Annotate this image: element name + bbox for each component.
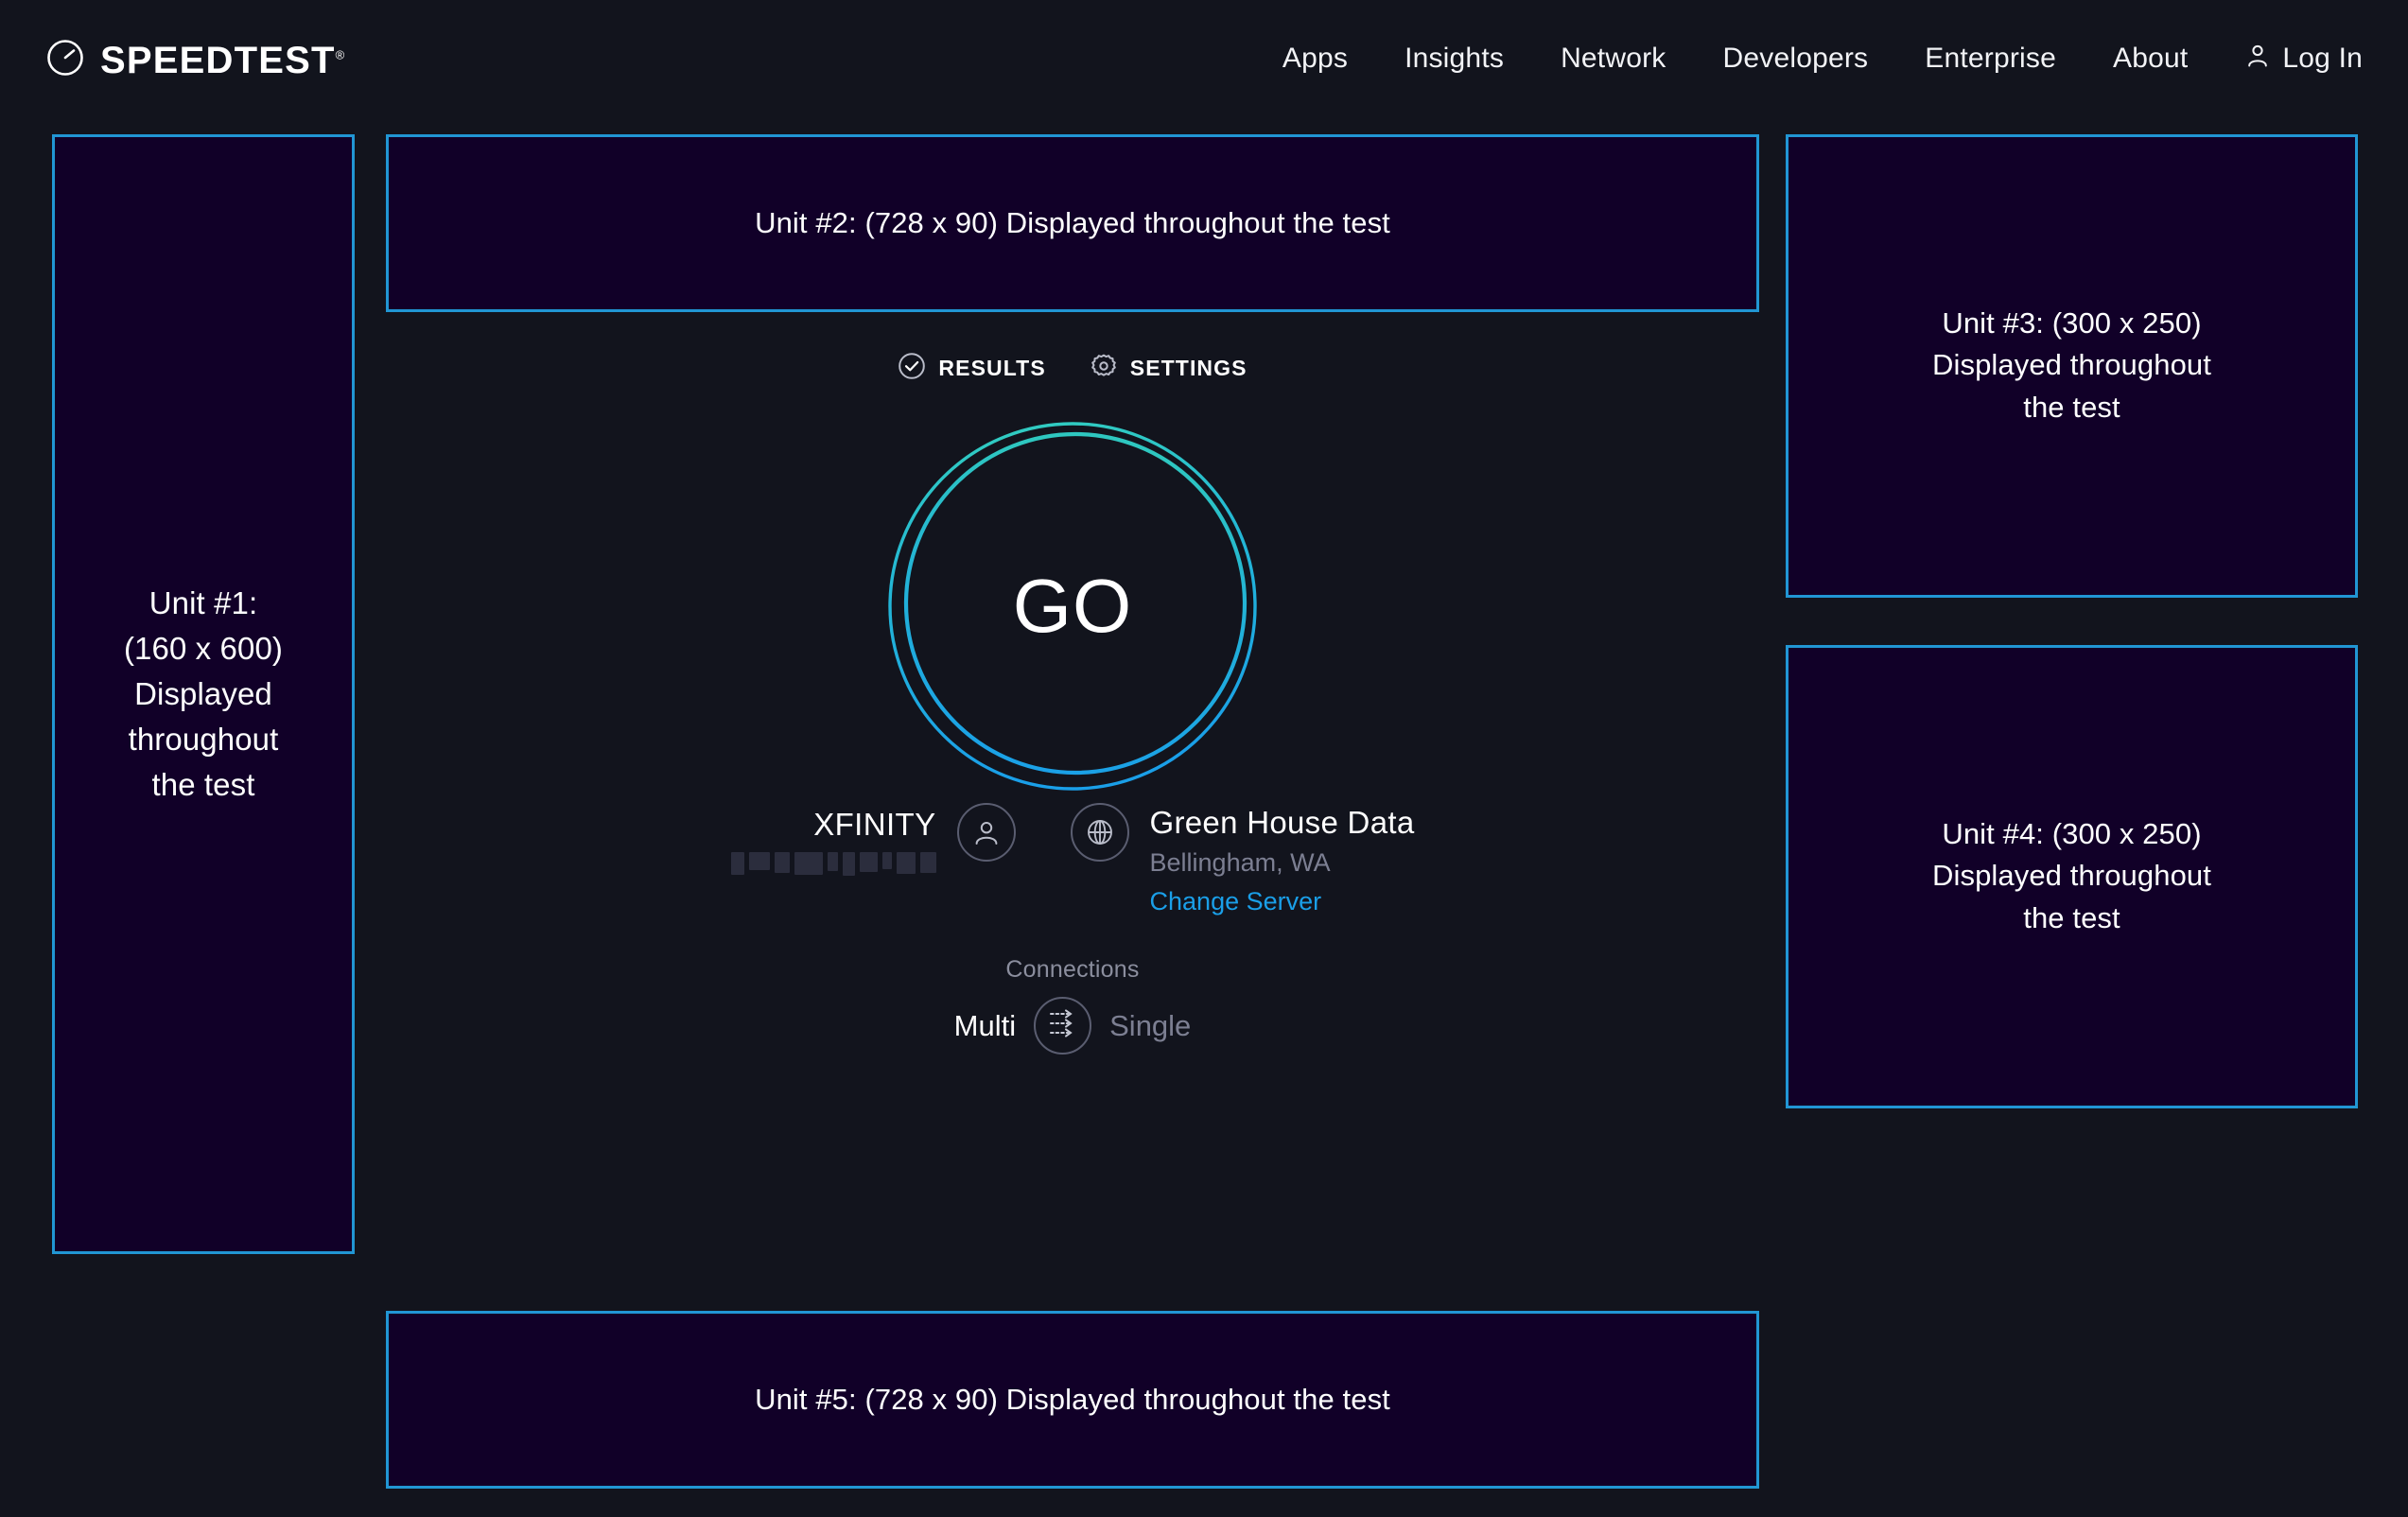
ad-unit-1-text: Unit #1: (160 x 600) Displayed throughou… (123, 585, 284, 802)
results-label: RESULTS (938, 356, 1046, 380)
ad-unit-5-text: Unit #5: (728 x 90) Displayed throughout… (755, 1383, 1390, 1417)
nav-item-enterprise[interactable]: Enterprise (1925, 43, 2056, 74)
nav-item-apps[interactable]: Apps (1282, 43, 1349, 74)
isp-name: XFINITY (813, 807, 936, 842)
isp-block: XFINITY (730, 803, 1071, 877)
server-name: Green House Data (1149, 805, 1415, 840)
brand-wordmark: SPEEDTEST® (100, 42, 344, 79)
settings-label: SETTINGS (1129, 356, 1248, 380)
nav-item-about[interactable]: About (2112, 43, 2189, 74)
login-button[interactable]: Log In (2216, 42, 2363, 76)
server-location: Bellingham, WA (1149, 847, 1331, 877)
connections-label: Connections (1005, 956, 1140, 984)
user-icon (2244, 42, 2271, 76)
connections-section: Connections Multi (386, 956, 1759, 1055)
login-label: Log In (2282, 43, 2363, 74)
results-settings-bar: RESULTS SETTINGS (386, 352, 1759, 385)
settings-button[interactable]: SETTINGS (1090, 352, 1248, 385)
change-server-link[interactable]: Change Server (1149, 886, 1322, 915)
connection-info-row: XFINITY (386, 803, 1759, 916)
ad-unit-3-text: Unit #3: (300 x 250) Displayed throughou… (1932, 306, 2211, 424)
go-button[interactable]: GO (885, 419, 1260, 793)
site-header: SPEEDTEST® Apps Insights Network Develop… (0, 0, 2408, 129)
multi-arrows-icon (1046, 1007, 1080, 1044)
nav-item-network[interactable]: Network (1561, 43, 1666, 74)
ad-unit-1[interactable]: Unit #1: (160 x 600) Displayed throughou… (52, 134, 355, 1254)
go-button-area: GO (386, 419, 1759, 816)
brand-logo[interactable]: SPEEDTEST® (45, 38, 344, 82)
brand-trademark: ® (335, 47, 345, 62)
results-button[interactable]: RESULTS (898, 352, 1045, 385)
brand-name-text: SPEEDTEST (100, 39, 336, 81)
ad-unit-2-text: Unit #2: (728 x 90) Displayed throughout… (755, 206, 1390, 240)
globe-icon (1070, 803, 1129, 862)
server-text: Green House Data Bellingham, WA Change S… (1150, 803, 1415, 916)
go-ring-icon (888, 422, 1257, 791)
nav-item-insights[interactable]: Insights (1405, 43, 1505, 74)
isp-text: XFINITY (730, 803, 936, 877)
main-navigation: Apps Insights Network Developers Enterpr… (1254, 42, 2363, 76)
speedtest-main-panel: RESULTS SETTINGS (386, 312, 1759, 1055)
isp-ip-address-redacted (730, 851, 936, 877)
ad-unit-4-text: Unit #4: (300 x 250) Displayed throughou… (1932, 817, 2211, 934)
server-block: Green House Data Bellingham, WA Change S… (1070, 803, 1415, 916)
speedometer-icon (45, 38, 85, 82)
ad-unit-2[interactable]: Unit #2: (728 x 90) Displayed throughout… (386, 134, 1759, 312)
connections-single-label[interactable]: Single (1109, 1008, 1192, 1042)
connections-toggle-knob[interactable] (1034, 997, 1092, 1055)
ad-unit-3[interactable]: Unit #3: (300 x 250) Displayed throughou… (1786, 134, 2358, 598)
connections-multi-label[interactable]: Multi (953, 1008, 1017, 1042)
ad-unit-5[interactable]: Unit #5: (728 x 90) Displayed throughout… (386, 1311, 1759, 1489)
connections-toggle: Multi Single (953, 997, 1192, 1055)
ad-unit-4[interactable]: Unit #4: (300 x 250) Displayed throughou… (1786, 645, 2358, 1108)
user-circle-icon (956, 803, 1016, 862)
go-label: GO (1012, 564, 1133, 648)
check-circle-icon (898, 352, 926, 385)
gear-icon (1090, 352, 1118, 385)
nav-item-developers[interactable]: Developers (1722, 43, 1869, 74)
